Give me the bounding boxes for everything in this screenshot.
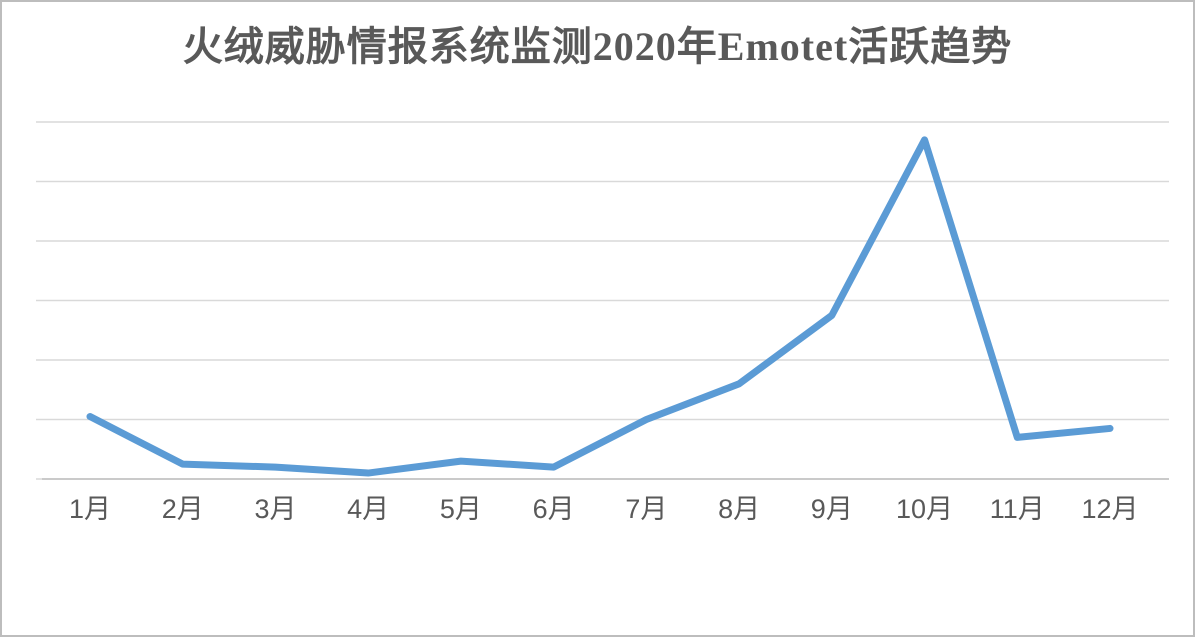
x-tick-label: 4月 [347,494,389,524]
x-tick-label: 1月 [69,494,111,524]
x-tick-label: 6月 [533,494,575,524]
x-tick-label: 7月 [625,494,667,524]
line-chart-canvas: 1月 2月 3月 4月 5月 6月 7月 8月 9月 10月 11月 12月 [36,121,1169,524]
x-tick-label: 11月 [990,494,1045,524]
chart-title: 火绒威胁情报系统监测2020年Emotet活跃趋势 [182,24,1013,69]
x-tick-label: 3月 [254,494,296,524]
x-tick-label: 9月 [811,494,853,524]
x-tick-label: 5月 [440,494,482,524]
x-tick-label: 12月 [1081,494,1138,524]
x-tick-label: 10月 [896,494,953,524]
x-tick-label: 8月 [718,494,760,524]
x-tick-label: 2月 [162,494,204,524]
series-line [86,136,1114,477]
